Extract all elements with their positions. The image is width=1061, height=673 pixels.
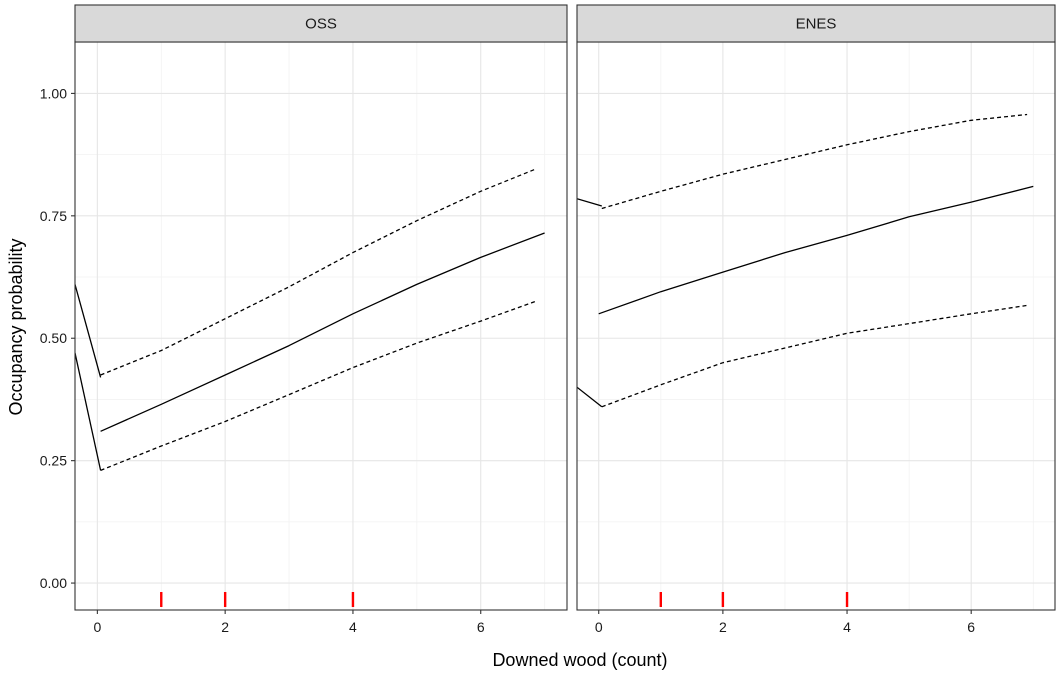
strip-label: OSS <box>305 16 337 33</box>
panels: OSS 0 2 4 6 ENES 0 2 4 6 <box>74 4 1056 635</box>
panel-enes: ENES 0 2 4 6 <box>576 4 1056 635</box>
y-tick-label: 0.50 <box>40 330 67 346</box>
x-tick-label: 4 <box>349 619 357 635</box>
series-line-solid-2 <box>598 185 1034 315</box>
strip-label: ENES <box>796 16 837 33</box>
series-line-solid-2 <box>100 232 545 432</box>
x-tick-label: 6 <box>477 619 485 635</box>
y-axis-title: Occupancy probability <box>6 238 26 415</box>
series-line-dashed-3 <box>100 168 536 376</box>
series-group <box>75 168 545 472</box>
strip-background <box>74 4 568 43</box>
series-line-solid-1 <box>577 386 603 408</box>
y-tick-label: 0.75 <box>40 208 67 224</box>
x-tick-label: 2 <box>221 619 229 635</box>
x-tick-label: 4 <box>843 619 851 635</box>
y-axis: 0.00 0.25 0.50 0.75 1.00 <box>40 85 75 591</box>
x-axis-title: Downed wood (count) <box>492 650 667 670</box>
series-line-solid-0 <box>577 198 602 207</box>
series-line-dashed-3 <box>601 113 1028 210</box>
series-line-dashed-4 <box>601 304 1028 408</box>
y-tick-label: 0.25 <box>40 453 67 469</box>
x-tick-label: 0 <box>595 619 603 635</box>
y-tick-label: 0.00 <box>40 575 67 591</box>
panel-background <box>577 42 1055 610</box>
series-line-solid-0 <box>75 284 102 378</box>
x-tick-label: 6 <box>967 619 975 635</box>
panel-oss: OSS 0 2 4 6 <box>74 4 568 635</box>
strip-background <box>576 4 1056 43</box>
y-tick-label: 1.00 <box>40 85 67 101</box>
series-group <box>577 113 1034 408</box>
panel-background <box>75 42 567 610</box>
x-tick-label: 0 <box>93 619 101 635</box>
series-line-solid-1 <box>75 352 102 471</box>
x-tick-label: 2 <box>719 619 727 635</box>
